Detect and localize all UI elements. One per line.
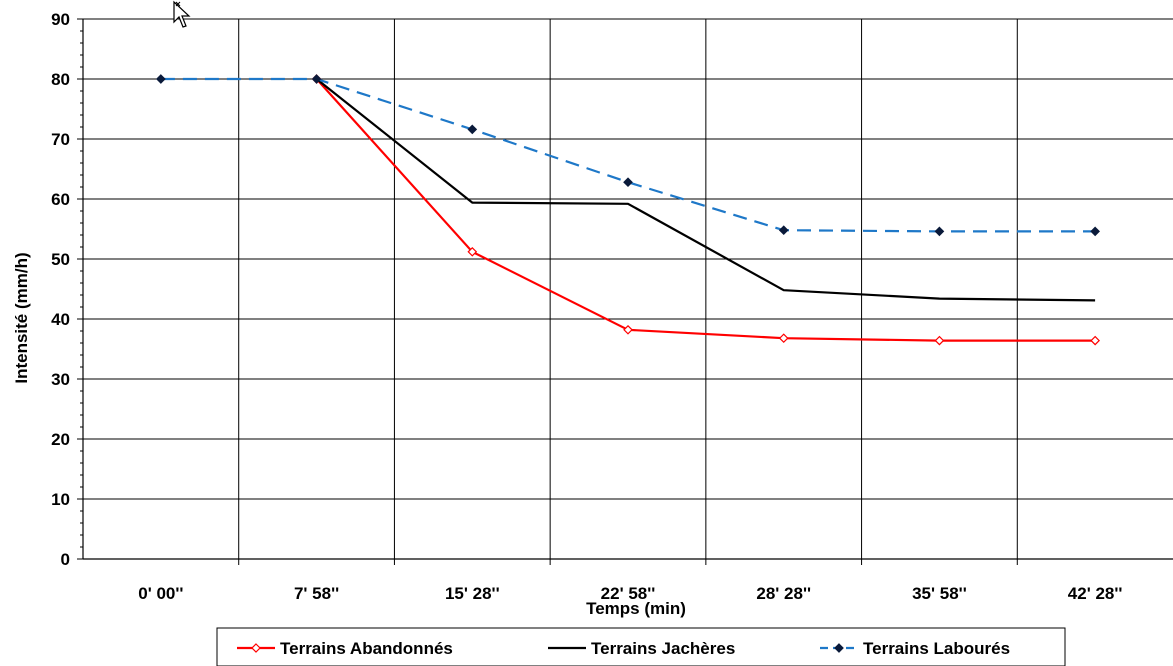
y-tick-label: 40 bbox=[51, 310, 70, 329]
y-tick-label: 0 bbox=[61, 550, 70, 569]
x-tick-label: 42' 28'' bbox=[1068, 584, 1123, 603]
tick-labels: 0 10 20 30 40 50 60 70 80 90 0' 00'' 7' 58'' 15' 28'… bbox=[51, 10, 1122, 603]
grid bbox=[83, 18, 1173, 559]
data-point bbox=[467, 246, 478, 257]
y-tick-label: 20 bbox=[51, 430, 70, 449]
legend-item: Terrains Labourés bbox=[820, 639, 1010, 658]
legend-label: Terrains Abandonnés bbox=[280, 639, 453, 658]
y-tick-label: 80 bbox=[51, 70, 70, 89]
x-tick-label: 7' 58'' bbox=[294, 584, 339, 603]
y-tick-label: 60 bbox=[51, 190, 70, 209]
axes bbox=[77, 18, 1173, 565]
data-point bbox=[311, 74, 322, 84]
series-line bbox=[160, 77, 1096, 233]
series-layer bbox=[156, 74, 1100, 346]
series-2 bbox=[315, 78, 1096, 302]
y-tick-label: 70 bbox=[51, 130, 70, 149]
mouse-cursor-icon bbox=[173, 0, 191, 28]
legend-label: Terrains Jachères bbox=[591, 639, 735, 658]
data-point bbox=[778, 333, 789, 344]
data-point bbox=[623, 324, 633, 335]
legend: Terrains Abandonnés Terrains Jachères Terr… bbox=[216, 627, 1066, 666]
y-axis-title: Intensité (mm/h) bbox=[12, 252, 31, 383]
legend-label: Terrains Labourés bbox=[863, 639, 1010, 658]
series-3 bbox=[156, 74, 1100, 237]
x-tick-label: 0' 00'' bbox=[138, 584, 183, 603]
data-point bbox=[1090, 335, 1100, 346]
x-tick-label: 28' 28'' bbox=[756, 584, 811, 603]
data-point bbox=[623, 177, 633, 188]
y-tick-label: 90 bbox=[51, 10, 70, 29]
legend-marker bbox=[251, 643, 261, 653]
legend-marker bbox=[834, 643, 844, 653]
data-point bbox=[1090, 226, 1100, 237]
legend-box bbox=[216, 627, 1066, 666]
data-point bbox=[467, 124, 478, 135]
x-tick-label: 22' 58'' bbox=[601, 584, 656, 603]
data-point bbox=[934, 335, 945, 346]
data-point bbox=[934, 226, 945, 237]
series-line bbox=[315, 78, 1096, 342]
y-tick-label: 30 bbox=[51, 370, 70, 389]
x-tick-label: 35' 58'' bbox=[912, 584, 967, 603]
data-point bbox=[156, 74, 166, 84]
x-axis-title: Temps (min) bbox=[586, 599, 686, 618]
series-line bbox=[315, 78, 1096, 302]
y-tick-label: 10 bbox=[51, 490, 70, 509]
x-tick-label: 15' 28'' bbox=[445, 584, 500, 603]
y-tick-label: 50 bbox=[51, 250, 70, 269]
data-point bbox=[778, 225, 789, 236]
legend-item: Terrains Jachères bbox=[548, 639, 735, 658]
legend-item: Terrains Abandonnés bbox=[237, 639, 453, 658]
